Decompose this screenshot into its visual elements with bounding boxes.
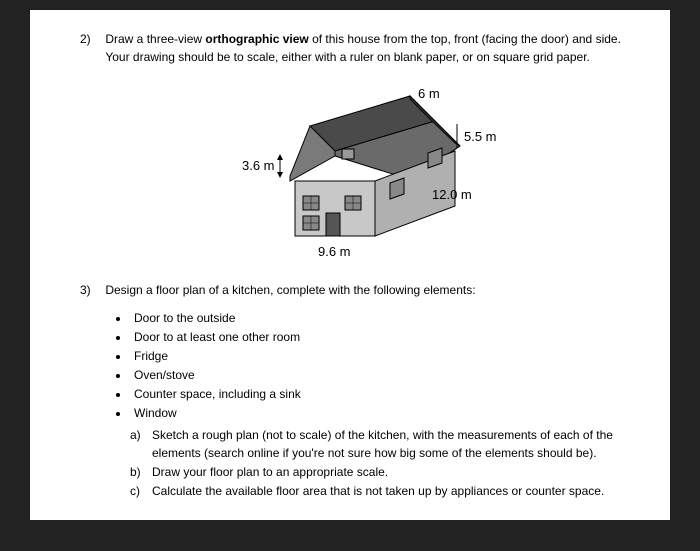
house-diagram-container: 6 m 5.5 m 12.0 m 3.6 m 9.6 m bbox=[80, 81, 640, 261]
dim-top-label: 6 m bbox=[418, 86, 440, 101]
sub-c: c) Calculate the available floor area th… bbox=[130, 482, 640, 500]
sub-c-text: Calculate the available floor area that … bbox=[152, 482, 640, 500]
sub-c-label: c) bbox=[130, 482, 152, 500]
q2-number: 2) bbox=[80, 30, 102, 48]
sub-b: b) Draw your floor plan to an appropriat… bbox=[130, 463, 640, 481]
q3-bullets: Door to the outside Door to at least one… bbox=[80, 309, 640, 422]
q3-subparts: a) Sketch a rough plan (not to scale) of… bbox=[80, 426, 640, 500]
dim-right-lower-label: 12.0 m bbox=[432, 187, 472, 202]
bullet-item: Door to the outside bbox=[130, 309, 640, 327]
sub-b-text: Draw your floor plan to an appropriate s… bbox=[152, 463, 640, 481]
question-3: 3) Design a floor plan of a kitchen, com… bbox=[80, 281, 640, 299]
bullet-item: Window bbox=[130, 404, 640, 422]
dim-right-upper-label: 5.5 m bbox=[464, 129, 497, 144]
bullet-item: Door to at least one other room bbox=[130, 328, 640, 346]
q2-text: Draw a three-view orthographic view of t… bbox=[105, 30, 639, 66]
q2-line2: Your drawing should be to scale, either … bbox=[105, 50, 590, 64]
roof-window bbox=[342, 149, 354, 159]
sub-b-label: b) bbox=[130, 463, 152, 481]
house-diagram: 6 m 5.5 m 12.0 m 3.6 m 9.6 m bbox=[200, 81, 520, 261]
front-door bbox=[326, 213, 340, 236]
sub-a: a) Sketch a rough plan (not to scale) of… bbox=[130, 426, 640, 462]
worksheet-page: 2) Draw a three-view orthographic view o… bbox=[30, 10, 670, 520]
bullet-item: Oven/stove bbox=[130, 366, 640, 384]
bullet-item: Counter space, including a sink bbox=[130, 385, 640, 403]
q3-number: 3) bbox=[80, 281, 102, 299]
q3-intro: Design a floor plan of a kitchen, comple… bbox=[105, 281, 639, 299]
sub-a-text: Sketch a rough plan (not to scale) of th… bbox=[152, 426, 640, 462]
dim-left-label: 3.6 m bbox=[242, 158, 275, 173]
bullet-item: Fridge bbox=[130, 347, 640, 365]
q2-line1-a: Draw a three-view bbox=[105, 32, 205, 46]
dim-bottom-label: 9.6 m bbox=[318, 244, 351, 259]
q2-bold: orthographic view bbox=[205, 32, 308, 46]
q2-line1-c: of this house from the top, front (facin… bbox=[309, 32, 621, 46]
sub-a-label: a) bbox=[130, 426, 152, 462]
question-2: 2) Draw a three-view orthographic view o… bbox=[80, 30, 640, 66]
